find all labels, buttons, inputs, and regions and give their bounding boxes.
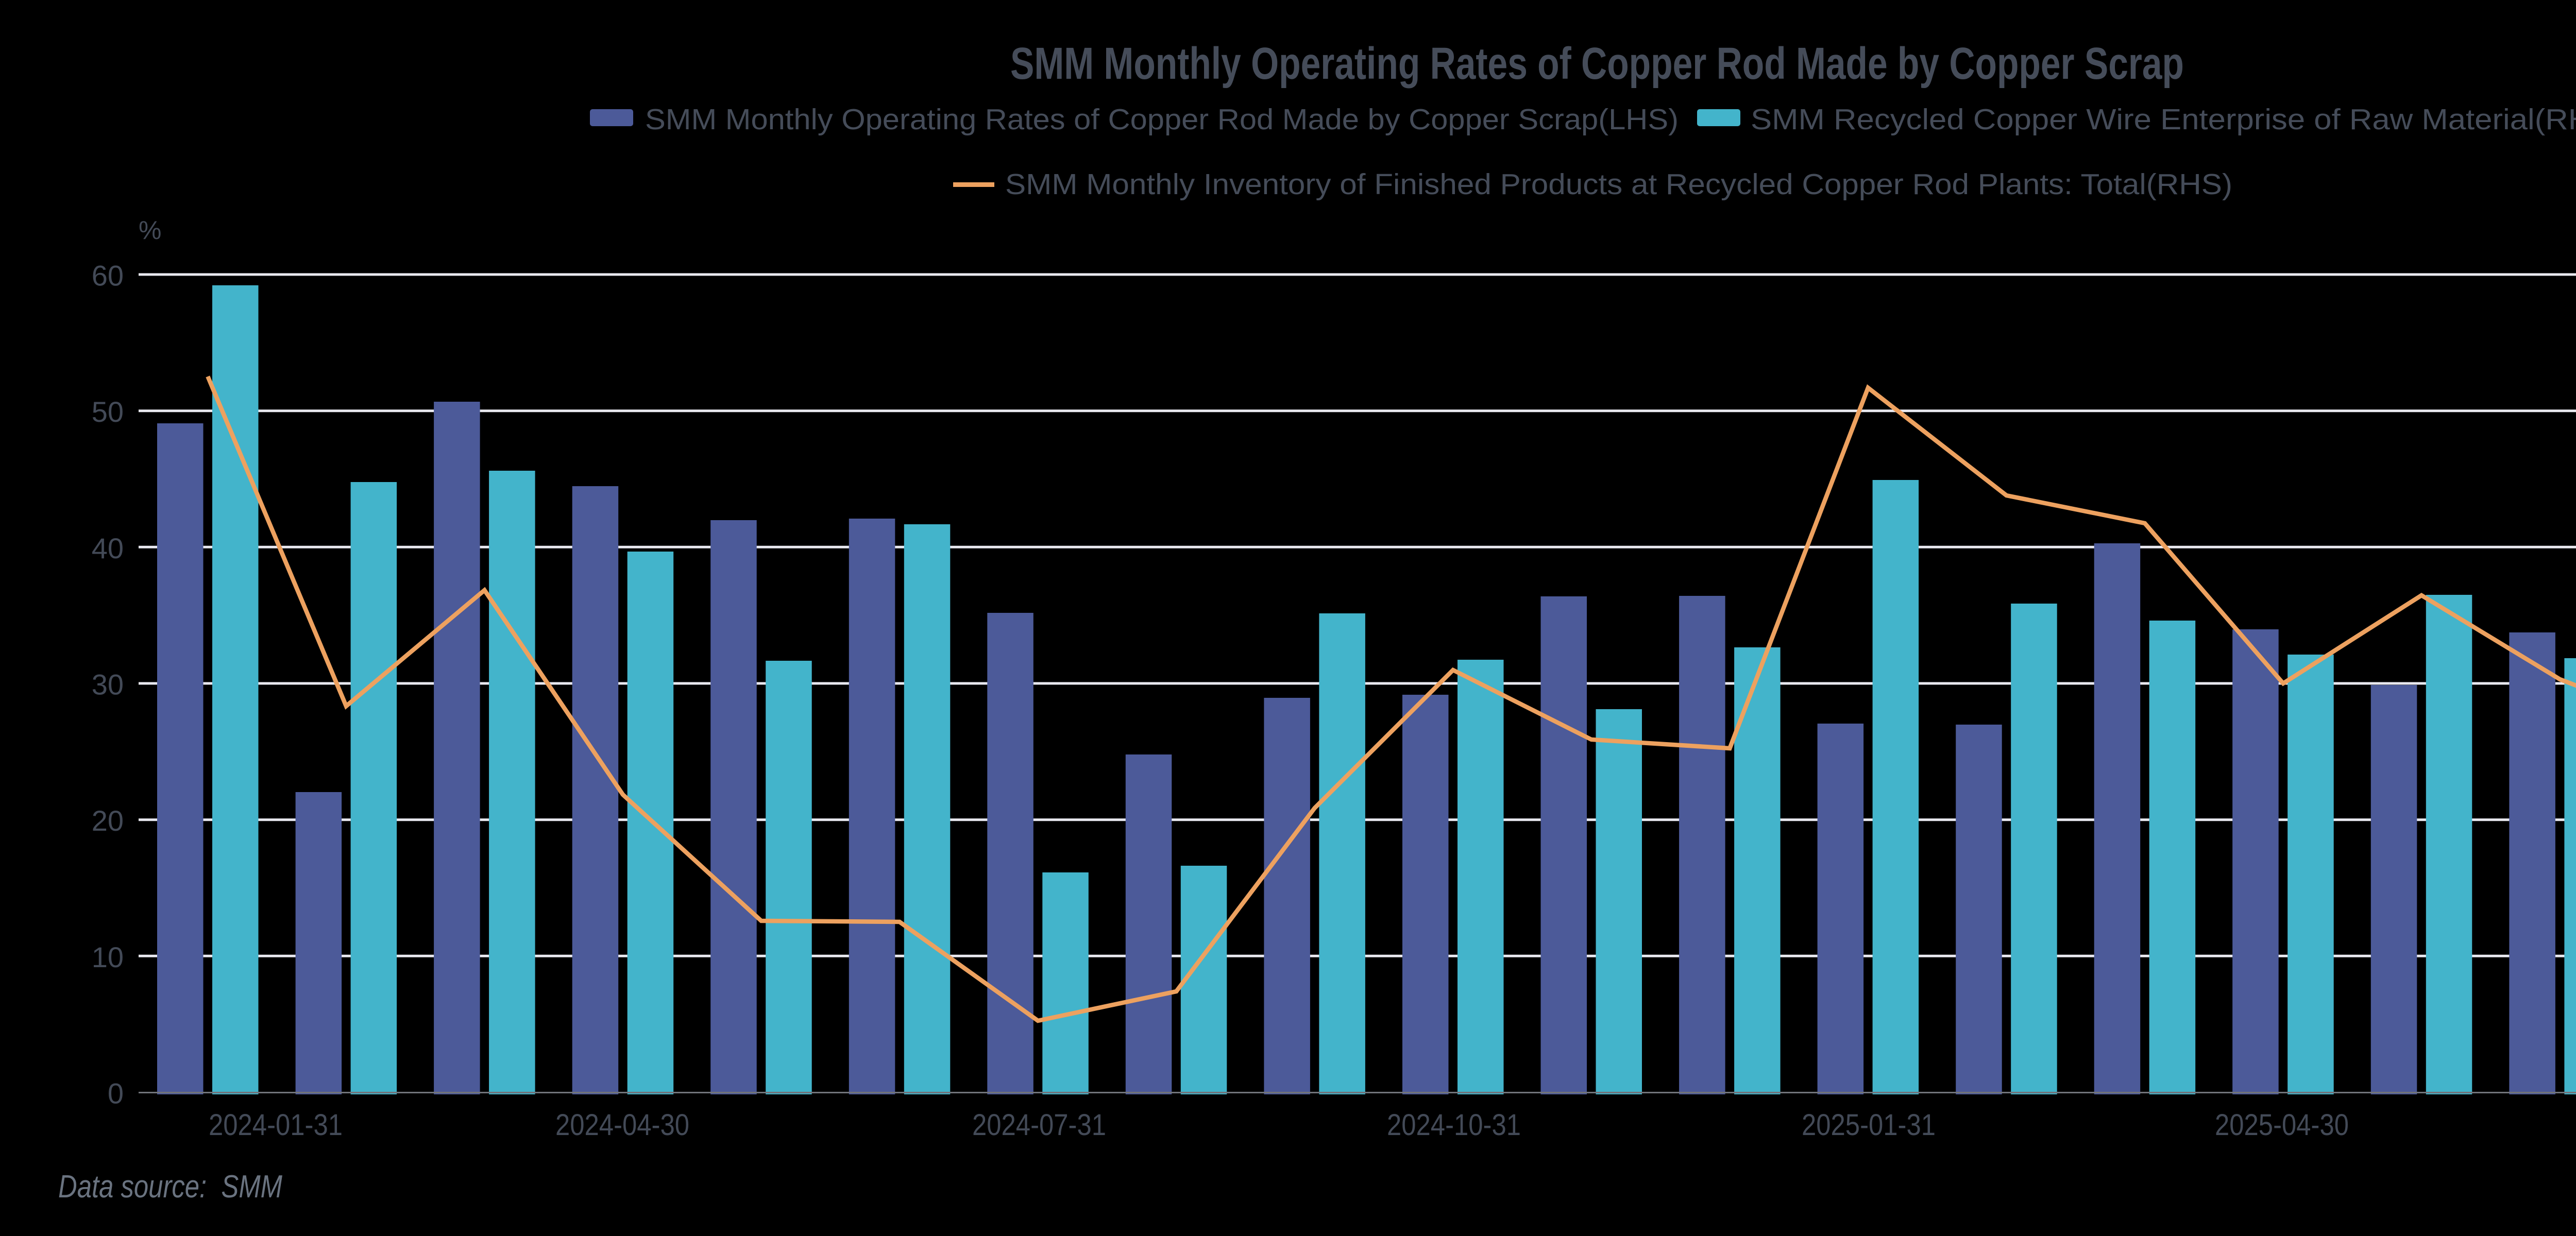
svg-text:2025-01-31: 2025-01-31 <box>1802 1108 1936 1142</box>
svg-text:40: 40 <box>92 532 124 564</box>
svg-text:2024-10-31: 2024-10-31 <box>1387 1108 1521 1142</box>
svg-text:0: 0 <box>108 1077 124 1110</box>
svg-text:2024-01-31: 2024-01-31 <box>209 1108 343 1142</box>
svg-text:2025-04-30: 2025-04-30 <box>2215 1108 2349 1142</box>
svg-text:SMM Monthly Operating Rates of: SMM Monthly Operating Rates of Copper Ro… <box>645 103 1679 136</box>
svg-text:SMM Recycled Copper Wire Enter: SMM Recycled Copper Wire Enterprise of R… <box>1751 103 2576 136</box>
svg-text:20: 20 <box>92 804 124 837</box>
svg-text:2024-07-31: 2024-07-31 <box>972 1108 1106 1142</box>
svg-text:60: 60 <box>92 260 124 292</box>
svg-text:%: % <box>139 216 161 245</box>
svg-text:2024-04-30: 2024-04-30 <box>555 1108 689 1142</box>
svg-text:SMM Monthly Inventory of Finis: SMM Monthly Inventory of Finished Produc… <box>1005 168 2232 201</box>
svg-text:30: 30 <box>92 668 124 701</box>
svg-text:SMM Monthly Operating Rates of: SMM Monthly Operating Rates of Copper Ro… <box>1010 39 2184 89</box>
svg-text:50: 50 <box>92 396 124 428</box>
svg-text:Data source: SMM: Data source: SMM <box>58 1169 282 1205</box>
svg-text:10: 10 <box>92 941 124 973</box>
